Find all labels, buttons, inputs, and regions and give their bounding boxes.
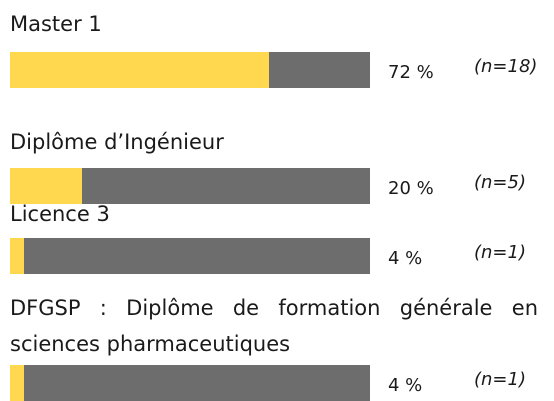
bar	[10, 52, 270, 88]
bar-track	[10, 238, 370, 274]
count-label: (n=1)	[474, 369, 526, 390]
bar	[10, 238, 25, 274]
count-label: (n=1)	[474, 242, 526, 263]
category-label: Licence 3	[10, 202, 110, 226]
value-label: 4 %	[388, 375, 423, 396]
category-label: Master 1	[10, 12, 102, 36]
bar-track	[10, 365, 370, 401]
value-label: 4 %	[388, 248, 423, 269]
count-label: (n=5)	[474, 172, 526, 193]
category-label: Diplôme d’Ingénieur	[10, 130, 224, 154]
bar	[10, 168, 82, 204]
category-label: DFGSP : Diplôme de formation générale en…	[10, 296, 538, 356]
value-label: 20 %	[388, 178, 434, 199]
bar	[10, 365, 25, 401]
count-label: (n=18)	[474, 56, 538, 77]
value-label: 72 %	[388, 62, 434, 83]
